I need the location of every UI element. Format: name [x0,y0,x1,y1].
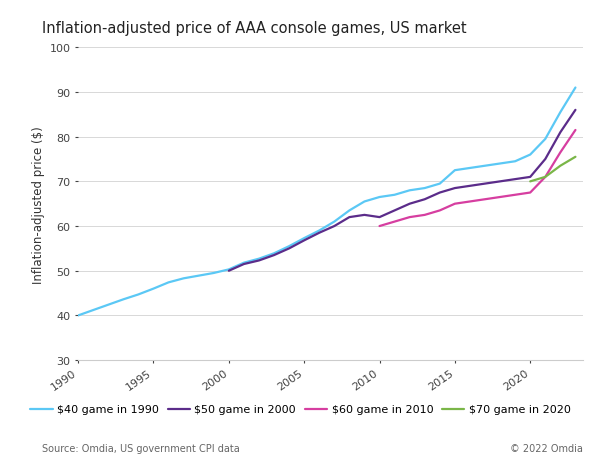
$40 game in 1990 [270,251,278,257]
$40 game in 1990 [542,137,549,142]
$50 game in 2000 [300,238,308,244]
$50 game in 2000 [436,190,444,196]
Line: $40 game in 1990: $40 game in 1990 [78,88,575,316]
$50 game in 2000 [285,246,293,252]
$50 game in 2000 [391,208,398,214]
$50 game in 2000 [421,197,429,202]
$50 game in 2000 [361,213,368,218]
$50 game in 2000 [316,230,323,236]
$40 game in 1990 [376,195,383,200]
Line: $70 game in 2020: $70 game in 2020 [530,157,575,182]
$40 game in 1990 [285,244,293,249]
$50 game in 2000 [496,179,504,185]
$40 game in 1990 [481,163,489,169]
$60 game in 2010 [421,213,429,218]
$40 game in 1990 [195,273,203,279]
$40 game in 1990 [436,181,444,187]
$60 game in 2010 [376,224,383,230]
$50 game in 2000 [572,108,579,113]
$60 game in 2010 [542,175,549,180]
$40 game in 1990 [120,297,127,302]
$50 game in 2000 [331,224,338,230]
$40 game in 1990 [300,236,308,241]
$50 game in 2000 [346,215,353,220]
Text: Inflation-adjusted price of AAA console games, US market: Inflation-adjusted price of AAA console … [42,21,467,36]
$60 game in 2010 [526,190,534,196]
$40 game in 1990 [496,162,504,167]
$40 game in 1990 [210,271,218,276]
$40 game in 1990 [135,292,142,297]
Text: Source: Omdia, US government CPI data: Source: Omdia, US government CPI data [42,443,240,453]
$40 game in 1990 [466,166,474,171]
$60 game in 2010 [436,208,444,214]
$40 game in 1990 [225,267,233,273]
$40 game in 1990 [255,256,263,262]
$70 game in 2020 [526,179,534,185]
$40 game in 1990 [526,152,534,158]
$40 game in 1990 [240,260,248,266]
$70 game in 2020 [542,175,549,180]
$60 game in 2010 [481,197,489,202]
$40 game in 1990 [346,208,353,214]
$40 game in 1990 [105,302,112,308]
$60 game in 2010 [557,150,564,156]
$50 game in 2000 [542,157,549,162]
$60 game in 2010 [466,199,474,205]
$40 game in 1990 [150,286,157,292]
$60 game in 2010 [391,219,398,225]
$50 game in 2000 [557,130,564,136]
$50 game in 2000 [526,175,534,180]
$40 game in 1990 [75,313,82,319]
$50 game in 2000 [481,181,489,187]
$40 game in 1990 [406,188,413,194]
$40 game in 1990 [361,199,368,205]
$50 game in 2000 [255,258,263,263]
Text: © 2022 Omdia: © 2022 Omdia [510,443,583,453]
$40 game in 1990 [316,228,323,234]
$40 game in 1990 [391,193,398,198]
$40 game in 1990 [331,219,338,225]
Y-axis label: Inflation-adjusted price ($): Inflation-adjusted price ($) [32,126,45,283]
$40 game in 1990 [557,110,564,116]
$60 game in 2010 [451,202,459,207]
$50 game in 2000 [511,177,519,183]
Line: $60 game in 2010: $60 game in 2010 [379,131,575,227]
$60 game in 2010 [511,193,519,198]
$40 game in 1990 [180,276,188,281]
$50 game in 2000 [406,202,413,207]
$50 game in 2000 [376,215,383,220]
$60 game in 2010 [572,128,579,134]
$70 game in 2020 [557,163,564,169]
Line: $50 game in 2000: $50 game in 2000 [229,111,575,271]
$40 game in 1990 [90,308,97,313]
$40 game in 1990 [165,280,172,285]
$40 game in 1990 [572,85,579,91]
$60 game in 2010 [496,195,504,200]
$40 game in 1990 [451,168,459,174]
$50 game in 2000 [270,253,278,258]
$50 game in 2000 [225,269,233,274]
$50 game in 2000 [240,262,248,267]
$40 game in 1990 [511,159,519,165]
$60 game in 2010 [406,215,413,220]
$50 game in 2000 [466,184,474,189]
Legend: $40 game in 1990, $50 game in 2000, $60 game in 2010, $70 game in 2020: $40 game in 1990, $50 game in 2000, $60 … [26,400,575,419]
$40 game in 1990 [421,186,429,191]
$70 game in 2020 [572,155,579,160]
$50 game in 2000 [451,186,459,191]
